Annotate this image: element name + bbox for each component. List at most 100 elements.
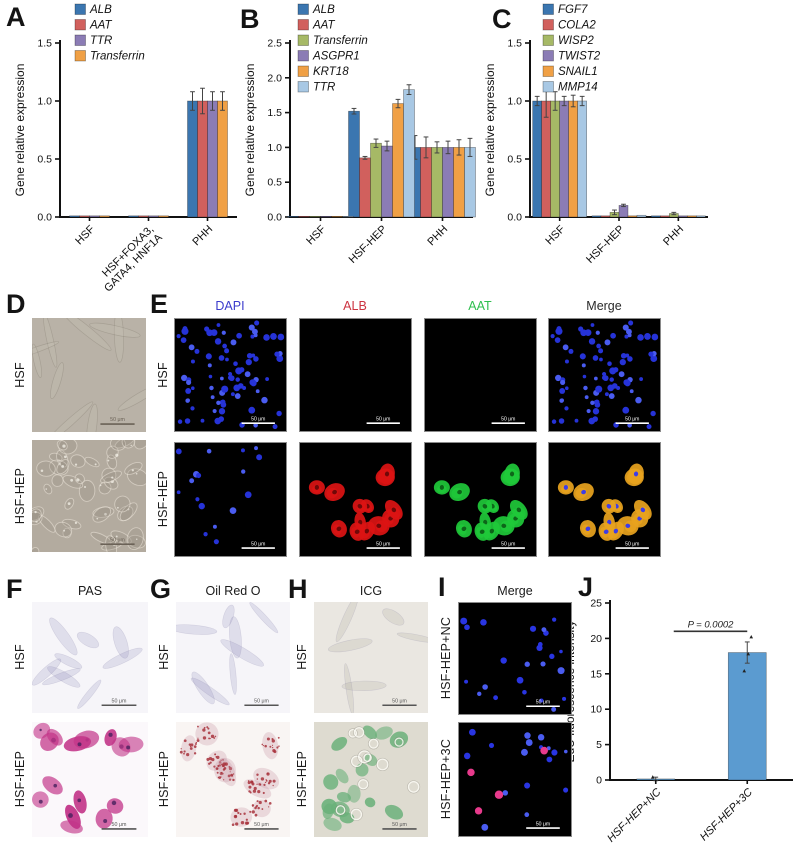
micrograph-e-hsf-merge: 50 μm [548,318,661,432]
svg-text:1.0: 1.0 [267,142,282,154]
column-header-aat: AAT [468,299,492,313]
stain-title-merge: Merge [497,584,533,598]
panel-letter-h: H [288,574,308,604]
svg-text:50 μm: 50 μm [392,699,407,705]
panel-letter-e: E [150,289,169,319]
micrograph-i-hsf-hep-nc: 50 μm [458,602,572,715]
row-label-d-hsf: HSF [13,362,27,388]
svg-text:MMP14: MMP14 [558,82,598,94]
row-label-h-hsf: HSF [295,644,309,670]
panel-letter-d: D [6,289,26,319]
svg-text:1.5: 1.5 [507,38,522,50]
svg-text:ALB: ALB [312,4,335,16]
micrograph-h-hsf-hep: 50 μm [314,722,428,837]
svg-text:50 μm: 50 μm [536,699,550,705]
svg-text:0.0: 0.0 [507,212,522,224]
panel-letter-a: A [6,2,26,32]
svg-text:50 μm: 50 μm [392,822,407,828]
bar-chart-c: 0.0 0.5 1.0 1.5 Gene relative expression HSF H… [483,3,708,266]
svg-text:HSF: HSF [73,223,97,247]
svg-text:TWIST2: TWIST2 [558,51,601,63]
svg-text:2.0: 2.0 [267,72,282,84]
row-label-h-hsf-hep: HSF-HEP [295,750,309,808]
svg-text:1.5: 1.5 [267,107,282,119]
stain-title-pas: PAS [77,584,103,598]
svg-text:Gene relative expression: Gene relative expression [483,64,497,197]
svg-text:5: 5 [596,739,602,751]
svg-text:2.5: 2.5 [267,38,282,50]
bar-chart-b: 0.0 0.5 1.0 1.5 2.0 2.5 Gene relative expressi… [243,3,476,266]
svg-text:1.5: 1.5 [37,38,52,50]
svg-text:PHH: PHH [190,223,215,248]
svg-text:PHH: PHH [425,223,450,248]
svg-text:50 μm: 50 μm [251,541,265,547]
svg-text:50 μm: 50 μm [251,416,265,422]
micrograph-e-hsf-alb: 50 μm [299,318,412,432]
svg-text:50 μm: 50 μm [625,416,639,422]
svg-text:50 μm: 50 μm [536,821,550,827]
svg-text:COLA2: COLA2 [558,20,596,32]
stain-title-icg: ICG [359,584,383,598]
row-label-d-hsf-hep: HSF-HEP [13,467,27,525]
micrograph-e-hep-dapi: 50 μm [174,442,287,557]
panel-letter-j: J [578,572,594,602]
svg-text:Gene relative expression: Gene relative expression [13,64,27,197]
row-label-e-hsf-hep: HSF-HEP [156,470,170,528]
row-label-f-hsf: HSF [13,644,27,670]
micrograph-e-hsf-aat: 50 μm [424,318,537,432]
svg-text:10: 10 [590,704,602,716]
micrograph-d-hsf-hep: 50 μm [32,440,146,552]
panel-letter-g: G [150,574,172,604]
svg-text:HSF-HEP: HSF-HEP [347,223,390,266]
row-label-i-3c: HSF-HEP+3C [439,738,453,820]
svg-text:PHH: PHH [661,223,686,248]
micrograph-f-hsf-hep: 50 μm [32,722,148,837]
svg-text:HSF: HSF [543,223,567,247]
bar-chart-j: 0510152025EdU fluorescence intensityP = … [563,598,793,845]
micrograph-g-hsf: 50 μm [176,602,290,713]
svg-text:P = 0.0002: P = 0.0002 [688,619,735,630]
svg-text:50 μm: 50 μm [254,822,269,828]
svg-text:ASGPR1: ASGPR1 [312,51,360,63]
svg-text:WISP2: WISP2 [558,35,594,47]
micrograph-d-hsf: 50 μm [32,318,146,432]
svg-text:FGF7: FGF7 [558,4,588,16]
svg-text:1.0: 1.0 [507,96,522,108]
svg-text:20: 20 [590,633,602,645]
row-label-e-hsf: HSF [156,362,170,388]
row-label-g-hsf-hep: HSF-HEP [157,750,171,808]
svg-text:0.0: 0.0 [37,212,52,224]
svg-text:25: 25 [590,598,602,610]
svg-text:50 μm: 50 μm [112,822,127,828]
svg-text:15: 15 [590,668,602,680]
svg-text:AAT: AAT [89,20,112,32]
row-label-f-hsf-hep: HSF-HEP [13,750,27,808]
svg-text:50 μm: 50 μm [112,699,127,705]
micrograph-g-hsf-hep: 50 μm [176,722,290,837]
svg-text:50 μm: 50 μm [110,417,125,423]
svg-text:Gene relative expression: Gene relative expression [243,64,257,197]
micrograph-e-hep-merge: 50 μm [548,442,661,557]
micrograph-f-hsf: 50 μm [32,602,148,713]
svg-text:HSF-HEP: HSF-HEP [584,223,627,266]
svg-text:AAT: AAT [312,20,335,32]
svg-text:TTR: TTR [313,82,335,94]
micrograph-h-hsf: 50 μm [314,602,428,713]
svg-text:1.0: 1.0 [37,96,52,108]
panel-letter-i: I [438,572,446,602]
row-label-g-hsf: HSF [157,644,171,670]
svg-text:SNAIL1: SNAIL1 [558,66,598,78]
svg-text:0.0: 0.0 [267,212,282,224]
stain-title-oil-red-o: Oil Red O [205,584,261,598]
micrograph-e-hep-alb: 50 μm [299,442,412,557]
svg-text:0.5: 0.5 [267,177,282,189]
svg-text:50 μm: 50 μm [625,541,639,547]
micrograph-e-hep-aat: 50 μm [424,442,537,557]
svg-text:Transferrin: Transferrin [90,51,145,63]
row-label-i-nc: HSF-HEP+NC [439,616,453,700]
panel-letter-c: C [492,4,512,34]
column-header-dapi: DAPI [215,299,245,313]
svg-text:ALB: ALB [89,4,112,16]
